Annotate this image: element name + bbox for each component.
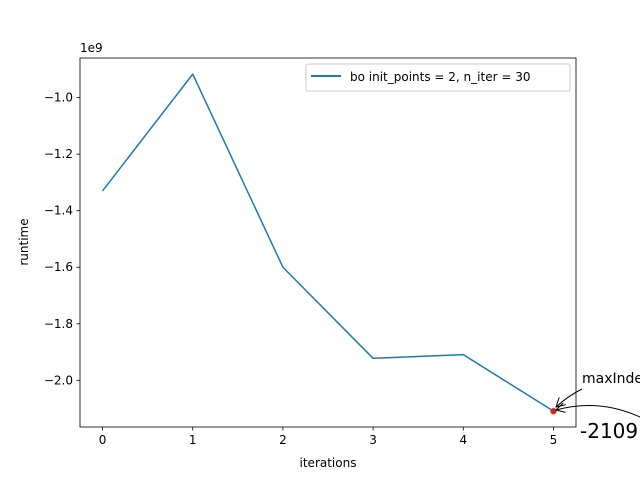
- y-axis-label: runtime: [17, 218, 31, 265]
- x-tick-label: 2: [279, 433, 287, 447]
- x-tick-label: 4: [459, 433, 467, 447]
- annotation-arrow-value: [556, 406, 640, 418]
- annotation-value: -2109: [580, 419, 638, 443]
- series-line: [101, 73, 554, 412]
- legend: bo init_points = 2, n_iter = 30: [305, 63, 571, 92]
- annotation-label: maxIndex: [582, 371, 640, 387]
- y-offset-text: 1e9: [80, 41, 103, 55]
- y-tick-label: −2.0: [44, 373, 73, 387]
- y-tick-label: −1.0: [44, 91, 73, 105]
- x-tick-label: 1: [189, 433, 197, 447]
- legend-label: bo init_points = 2, n_iter = 30: [350, 70, 530, 84]
- x-tick-label: 3: [369, 433, 377, 447]
- x-tick-label: 5: [550, 433, 558, 447]
- legend-frame: [305, 63, 571, 92]
- x-tick-label: 0: [99, 433, 107, 447]
- annotation: maxIndex -2109: [556, 371, 640, 443]
- x-axis-label: iterations: [300, 456, 357, 470]
- axes-frame: [79, 57, 577, 428]
- plot-area: 0 1 2 3 4 5 −1.0 −1.2 −1.4 −1.6 −1.8 −2.0: [44, 57, 577, 447]
- y-tick-label: −1.6: [44, 260, 73, 274]
- y-tick-label: −1.8: [44, 317, 73, 331]
- max-index-point: [550, 407, 557, 415]
- y-tick-label: −1.4: [44, 204, 73, 218]
- y-tick-label: −1.2: [44, 147, 73, 161]
